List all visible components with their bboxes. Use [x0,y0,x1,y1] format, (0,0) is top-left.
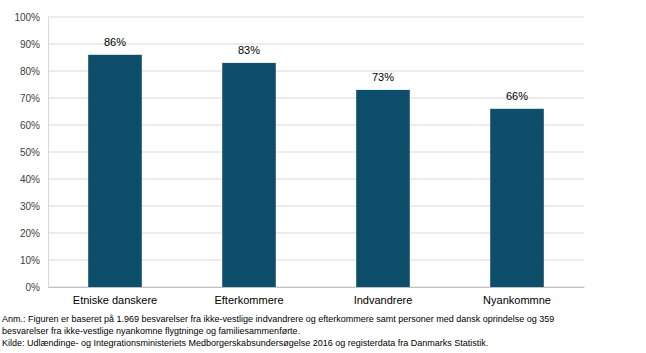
data-label: 83% [238,44,260,56]
bar [356,90,410,287]
grid-line [48,44,584,45]
y-tick-label: 70% [20,93,40,104]
y-tick: 60% [20,120,48,131]
y-tick-label: 50% [20,147,40,158]
x-tick: Indvandrere [354,287,413,306]
grid [48,17,584,287]
data-label: 86% [104,36,126,48]
y-tick: 90% [20,39,48,50]
x-tick: Etniske danskere [73,287,157,306]
y-tick: 40% [20,174,48,185]
note: besvarelser fra ikke-vestlige nyankomne … [2,326,300,336]
bar [490,109,544,287]
y-tick-label: 0% [26,282,41,293]
y-tick: 10% [20,255,48,266]
y-tick-label: 10% [20,255,40,266]
data-label: 73% [372,71,394,83]
y-tick: 80% [20,66,48,77]
y-tick: 50% [20,147,48,158]
bars [88,55,544,287]
y-tick: 20% [20,228,48,239]
note: Anm.: Figuren er baseret på 1.969 besvar… [2,314,554,324]
y-tick: 100% [14,12,48,23]
y-tick-label: 60% [20,120,40,131]
y-tick-label: 40% [20,174,40,185]
chart: 0% 10% 20% 30% 40% 50% 60% 70% 80% 90% 100% Etniske… [0,0,646,353]
y-tick-label: 30% [20,201,40,212]
x-tick-label: Nyankommne [483,294,551,306]
x-axis: Etniske danskere Efterkommere Indvandrere N… [49,287,585,306]
bar [88,55,142,287]
x-tick: Efterkommere [214,287,283,306]
bar [222,63,276,287]
y-tick-label: 100% [14,12,40,23]
data-label: 66% [506,90,528,102]
y-tick-label: 90% [20,39,40,50]
x-tick: Nyankommne [483,287,551,306]
y-tick: 0% [26,282,48,293]
y-tick-label: 80% [20,66,40,77]
y-axis: 0% 10% 20% 30% 40% 50% 60% 70% 80% 90% 100% [14,12,48,293]
notes: Anm.: Figuren er baseret på 1.969 besvar… [2,314,554,348]
y-tick: 30% [20,201,48,212]
y-tick: 70% [20,93,48,104]
x-tick-label: Etniske danskere [73,294,157,306]
x-axis-line [49,287,585,288]
y-axis-line [48,18,49,288]
grid-line [48,17,584,18]
x-tick-label: Efterkommere [214,294,283,306]
y-tick-label: 20% [20,228,40,239]
data-labels: 86% 83% 73% 66% [104,36,528,102]
note: Kilde: Udlændinge- og Integrationsminist… [2,338,488,348]
x-tick-label: Indvandrere [354,294,413,306]
